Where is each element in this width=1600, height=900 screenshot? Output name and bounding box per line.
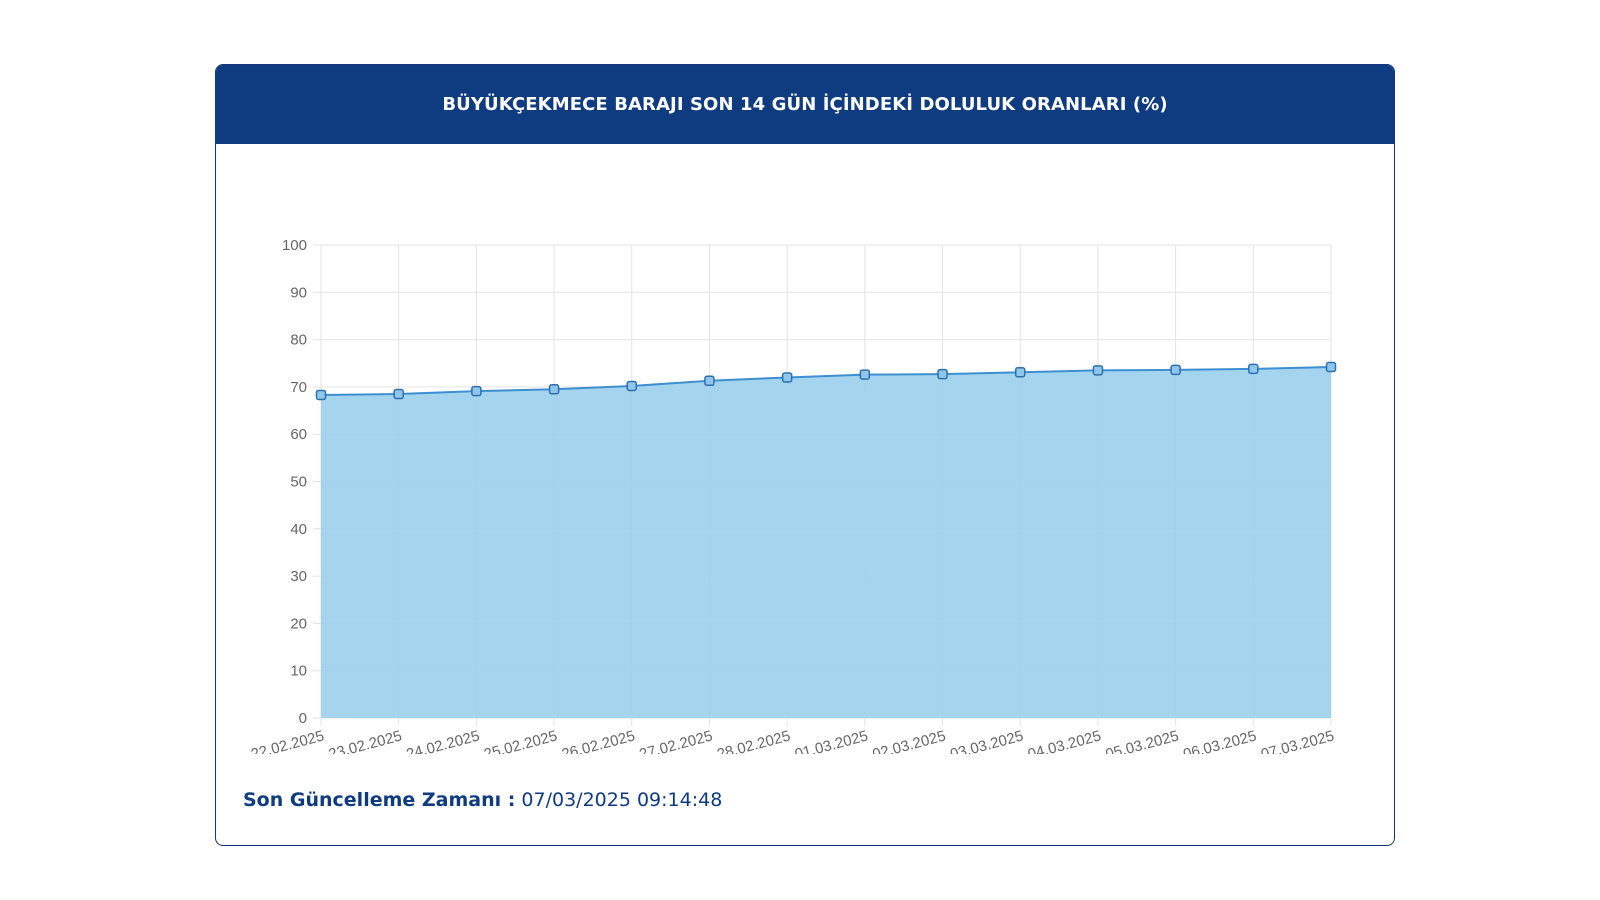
data-point: [471, 385, 482, 397]
data-point: [1325, 361, 1337, 373]
chart-card: BÜYÜKÇEKMECE BARAJI SON 14 GÜN İÇİNDEKİ …: [215, 64, 1395, 846]
x-tick-label: 28.02.2025: [715, 727, 792, 754]
series-line: [320, 366, 1332, 396]
data-point: [937, 368, 948, 380]
data-point: [1092, 365, 1104, 376]
data-point: [1170, 364, 1181, 376]
chart-title: BÜYÜKÇEKMECE BARAJI SON 14 GÜN İÇİNDEKİ …: [442, 94, 1168, 115]
x-tick-label: 27.02.2025: [638, 727, 715, 754]
x-tick-label: 03.03.2025: [948, 727, 1025, 754]
last-update: Son Güncelleme Zamanı : 07/03/2025 09:14…: [243, 789, 722, 811]
data-point: [781, 372, 793, 383]
y-tick-label: 50: [290, 474, 307, 491]
x-tick-label: 05.03.2025: [1104, 727, 1181, 754]
chart-title-bar: BÜYÜKÇEKMECE BARAJI SON 14 GÜN İÇİNDEKİ …: [216, 65, 1394, 144]
x-tick-label: 01.03.2025: [793, 727, 870, 754]
y-tick-label: 20: [290, 615, 307, 632]
y-tick-label: 40: [290, 521, 307, 538]
x-tick-label: 22.02.2025: [249, 727, 326, 754]
y-tick-label: 10: [290, 663, 307, 680]
y-tick-label: 90: [290, 284, 307, 301]
y-tick-label: 70: [290, 379, 307, 396]
x-tick-label: 24.02.2025: [405, 727, 482, 754]
x-tick-label: 26.02.2025: [560, 727, 637, 754]
data-point: [859, 369, 871, 380]
data-point: [393, 388, 404, 400]
data-point: [548, 384, 560, 395]
data-point: [315, 389, 327, 401]
x-tick-label: 02.03.2025: [871, 727, 948, 754]
last-update-value: 07/03/2025 09:14:48: [521, 789, 723, 811]
x-tick-label: 25.02.2025: [482, 727, 559, 754]
x-tick-label: 23.02.2025: [327, 727, 404, 754]
x-tick-label: 04.03.2025: [1026, 727, 1103, 754]
data-point: [1014, 366, 1026, 378]
y-tick-label: 80: [290, 332, 307, 349]
data-point: [626, 380, 638, 392]
y-tick-label: 100: [282, 237, 307, 254]
x-tick-label: 07.03.2025: [1259, 727, 1336, 754]
x-tick-label: 06.03.2025: [1181, 727, 1258, 754]
area-fill: [321, 367, 1331, 718]
data-point: [704, 375, 715, 387]
y-tick-label: 0: [299, 710, 307, 727]
data-point: [1248, 363, 1259, 375]
last-update-label: Son Güncelleme Zamanı :: [243, 789, 516, 811]
y-tick-label: 60: [290, 426, 307, 443]
y-tick-label: 30: [290, 568, 307, 585]
area-chart: 0 10 20 30 40 50 60 70 80 90 100 22.02.2025 23.02.20…: [249, 237, 1337, 754]
